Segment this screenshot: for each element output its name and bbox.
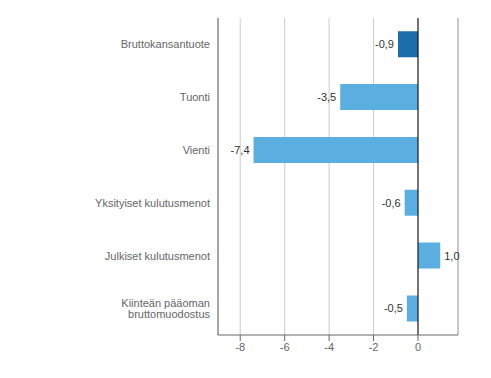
svg-text:-0,5: -0,5	[384, 302, 403, 314]
svg-text:-8: -8	[235, 341, 245, 353]
svg-text:-4: -4	[324, 341, 334, 353]
svg-text:Vienti: Vienti	[183, 144, 210, 156]
svg-text:-7,4: -7,4	[231, 144, 250, 156]
svg-text:Kiinteän pääomanbruttomuodostu: Kiinteän pääomanbruttomuodostus	[121, 297, 210, 320]
svg-text:-0,6: -0,6	[382, 197, 401, 209]
svg-text:-2: -2	[369, 341, 379, 353]
svg-text:Tuonti: Tuonti	[180, 91, 210, 103]
svg-text:-0,9: -0,9	[375, 38, 394, 50]
svg-text:Bruttokansantuote: Bruttokansantuote	[121, 38, 210, 50]
svg-text:1,0: 1,0	[444, 250, 459, 262]
svg-text:Yksityiset kulutusmenot: Yksityiset kulutusmenot	[95, 197, 210, 209]
svg-text:Julkiset kulutusmenot: Julkiset kulutusmenot	[105, 250, 210, 262]
svg-text:0: 0	[415, 341, 421, 353]
svg-text:-6: -6	[280, 341, 290, 353]
svg-text:-3,5: -3,5	[317, 91, 336, 103]
